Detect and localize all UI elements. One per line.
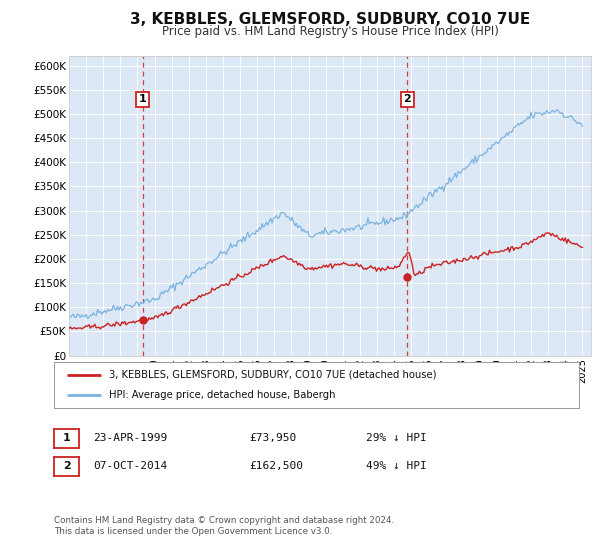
Text: 1: 1	[63, 433, 70, 444]
Text: 29% ↓ HPI: 29% ↓ HPI	[366, 433, 427, 443]
Text: 3, KEBBLES, GLEMSFORD, SUDBURY, CO10 7UE: 3, KEBBLES, GLEMSFORD, SUDBURY, CO10 7UE	[130, 12, 530, 27]
Text: HPI: Average price, detached house, Babergh: HPI: Average price, detached house, Babe…	[109, 390, 335, 400]
Text: Contains HM Land Registry data © Crown copyright and database right 2024.
This d: Contains HM Land Registry data © Crown c…	[54, 516, 394, 536]
Text: £162,500: £162,500	[249, 461, 303, 471]
Text: 07-OCT-2014: 07-OCT-2014	[93, 461, 167, 471]
Text: 3, KEBBLES, GLEMSFORD, SUDBURY, CO10 7UE (detached house): 3, KEBBLES, GLEMSFORD, SUDBURY, CO10 7UE…	[109, 370, 437, 380]
Text: 23-APR-1999: 23-APR-1999	[93, 433, 167, 443]
Text: Price paid vs. HM Land Registry's House Price Index (HPI): Price paid vs. HM Land Registry's House …	[161, 25, 499, 38]
Text: 49% ↓ HPI: 49% ↓ HPI	[366, 461, 427, 471]
Text: 2: 2	[403, 95, 411, 105]
Text: 1: 1	[139, 95, 146, 105]
Text: 2: 2	[63, 461, 70, 472]
Text: £73,950: £73,950	[249, 433, 296, 443]
